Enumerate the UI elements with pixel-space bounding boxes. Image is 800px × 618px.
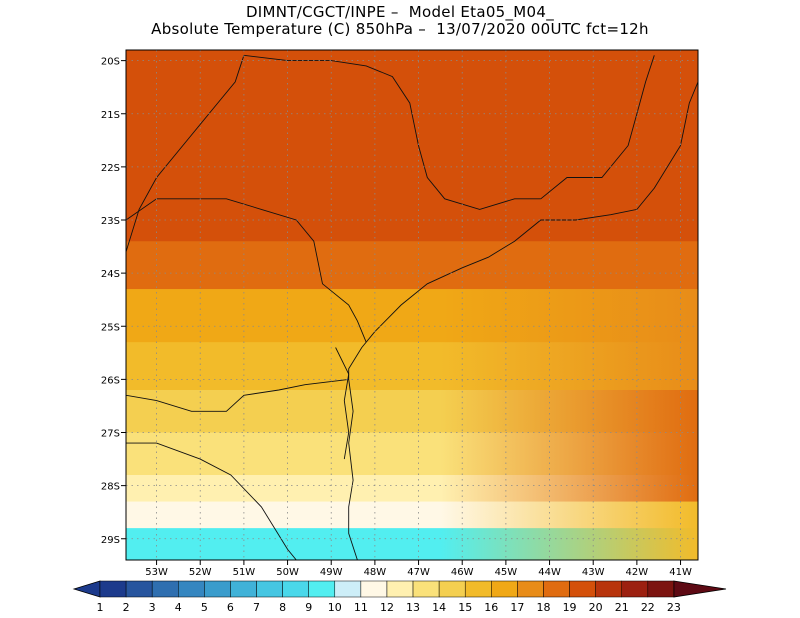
temperature-band [126,501,698,530]
colorbar-label: 8 [279,601,286,614]
colorbar-max-arrow [673,580,727,598]
colorbar-swatch [204,580,231,598]
colorbar-swatch [491,580,518,598]
temperature-band [126,50,698,243]
colorbar-swatch [308,580,336,598]
colorbar-swatch [99,580,127,598]
colorbar-swatch [360,580,388,598]
lon-tick-label: 46W [451,567,474,578]
colorbar-label: 2 [123,601,130,614]
colorbar-label: 11 [354,601,368,614]
lat-tick-label: 21S [101,110,120,121]
colorbar-swatch [543,580,570,598]
colorbar-swatch [569,580,596,598]
lon-tick-label: 42W [626,567,649,578]
colorbar-label: 23 [667,601,681,614]
lon-tick-label: 41W [669,567,692,578]
boundary-line [126,378,349,412]
colorbar-swatch [230,580,257,598]
lat-tick-label: 22S [101,163,120,174]
colorbar-label: 3 [149,601,156,614]
colorbar-label: 7 [253,601,260,614]
lat-tick-label: 20S [101,57,120,68]
lon-tick-label: 47W [407,567,430,578]
longitude-axis: 53W 52W 51W 50W 49W 48W 47W 46W 45W 44W 43W 42W 41W [145,560,692,578]
colorbar-label: 18 [536,601,550,614]
colorbar-label: 14 [432,601,446,614]
boundary-line [243,54,541,210]
colorbar-swatch [151,580,179,598]
colorbar-swatch [647,580,675,598]
boundary-line [126,55,245,253]
boundary-line [126,198,367,343]
temperature-band [126,475,698,503]
colorbar-swatch [125,580,153,598]
boundary-line [540,55,655,200]
colorbar-label: 16 [484,601,498,614]
colorbar-label: 21 [615,601,629,614]
colorbar-label: 5 [201,601,208,614]
chart-title: DIMNT/CGCT/INPE – Model Eta05_M04_ Absol… [0,4,800,38]
colorbar-swatch [621,580,649,598]
lon-tick-label: 43W [582,567,605,578]
temperature-band [126,342,698,391]
temperature-field [126,50,698,560]
colorbar-swatch [282,580,309,598]
title-line-2: Absolute Temperature (C) 850hPa – 13/07/… [151,20,649,38]
colorbar-label: 19 [563,601,577,614]
colorbar-label: 13 [406,601,420,614]
colorbar-label: 10 [328,601,342,614]
colorbar-min-arrow [72,580,101,598]
colorbar: 1 2 3 4 5 6 7 8 9 10 11 12 13 14 15 16 17 18 19 20 21 22 23 [72,580,727,614]
lon-tick-label: 48W [364,567,387,578]
lat-tick-label: 23S [101,216,120,227]
temperature-band [126,289,698,344]
boundary-line [348,81,698,560]
lat-tick-label: 28S [101,482,120,493]
lat-tick-label: 26S [101,375,120,386]
colorbar-label: 9 [305,601,312,614]
lon-tick-label: 49W [320,567,343,578]
lon-tick-label: 53W [145,567,168,578]
temperature-band [126,528,698,560]
colorbar-swatch [178,580,205,598]
colorbar-label: 15 [458,601,472,614]
colorbar-swatch [334,580,362,598]
boundary-line [335,347,350,460]
colorbar-label: 22 [641,601,655,614]
lon-tick-label: 51W [233,567,256,578]
title-line-1: DIMNT/CGCT/INPE – Model Eta05_M04_ [245,3,555,21]
colorbar-label: 17 [510,601,524,614]
lon-tick-label: 52W [189,567,212,578]
colorbar-swatch [517,580,544,598]
latitude-axis: 20S 21S 22S 23S 24S 25S 26S 27S 28S 29S [101,57,126,546]
lat-tick-label: 24S [101,269,120,280]
colorbar-swatch [438,580,466,598]
coastline-boundaries [126,54,698,560]
colorbar-swatch [386,580,414,598]
colorbar-swatch [464,580,492,598]
lat-tick-label: 27S [101,429,120,440]
temperature-band [126,241,698,291]
colorbar-swatch [256,580,283,598]
lat-tick-label: 29S [101,535,120,546]
lon-tick-label: 45W [495,567,518,578]
colorbar-swatch [595,580,622,598]
colorbar-label: 4 [175,601,182,614]
colorbar-label: 6 [227,601,234,614]
colorbar-label: 20 [589,601,603,614]
map-frame [125,49,699,561]
lon-tick-label: 50W [276,567,299,578]
temperature-band [126,432,698,476]
boundary-line [126,442,297,560]
lon-tick-label: 44W [538,567,561,578]
colorbar-label: 12 [380,601,394,614]
colorbar-swatch [412,580,440,598]
colorbar-label: 1 [97,601,104,614]
graticule-grid [126,50,698,560]
lat-tick-label: 25S [101,322,120,333]
